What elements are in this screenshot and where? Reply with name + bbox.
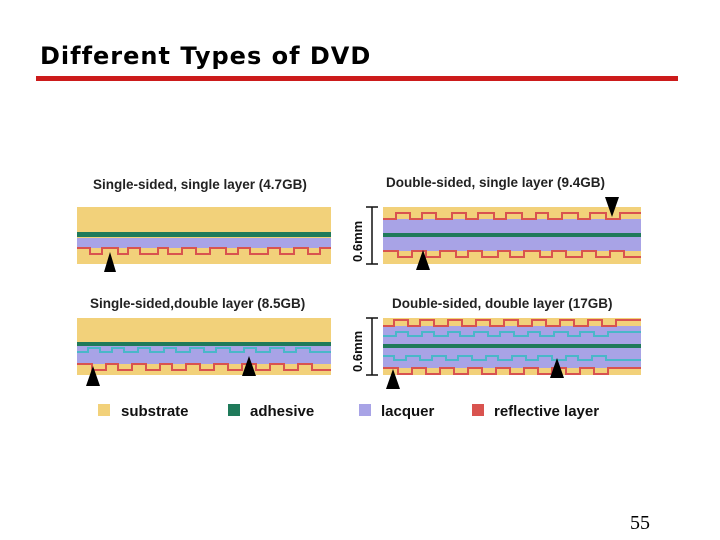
laser-arrow-icon xyxy=(550,358,564,378)
semi-reflective-ss-dl xyxy=(77,347,331,353)
label-ds-dl: Double-sided, double layer (17GB) xyxy=(392,296,613,311)
reflective-ds-sl-bottom xyxy=(383,250,641,258)
legend: substrate adhesive lacquer reflective la… xyxy=(98,403,599,420)
reflective-ds-sl-top xyxy=(383,212,641,220)
disc-ss-sl xyxy=(77,207,331,264)
legend-swatch-lacquer xyxy=(359,404,371,416)
title-underline xyxy=(36,76,678,81)
legend-label-reflective-layer: reflective layer xyxy=(494,403,599,420)
laser-arrow-icon xyxy=(605,197,619,217)
legend-swatch-adhesive xyxy=(228,404,240,416)
legend-label-lacquer: lacquer xyxy=(381,403,435,420)
legend-label-substrate: substrate xyxy=(121,403,189,420)
reflective-ss-dl xyxy=(77,363,331,371)
semi-reflective-ds-dl-top xyxy=(383,331,641,337)
page-number: 55 xyxy=(630,512,650,534)
reflective-ds-dl-top xyxy=(383,319,641,327)
label-ss-sl: Single-sided, single layer (4.7GB) xyxy=(93,177,307,192)
disc-ds-sl xyxy=(383,207,641,264)
label-ds-sl: Double-sided, single layer (9.4GB) xyxy=(386,175,605,190)
thickness-indicator-bottom: 0.6mm xyxy=(350,317,378,376)
laser-arrow-icon xyxy=(242,356,256,376)
adhesive-ds-sl xyxy=(383,233,641,237)
adhesive-ss-dl xyxy=(77,342,331,346)
thickness-indicator-top: 0.6mm xyxy=(350,206,378,265)
adhesive-ds-dl xyxy=(383,344,641,348)
thickness-label-bottom: 0.6mm xyxy=(350,331,365,372)
laser-arrow-icon xyxy=(86,366,100,386)
laser-arrow-icon xyxy=(416,250,430,270)
disc-ds-dl xyxy=(383,318,641,375)
legend-label-adhesive: adhesive xyxy=(250,403,314,420)
lacquer-ss-sl xyxy=(77,238,331,248)
label-ss-dl: Single-sided,double layer (8.5GB) xyxy=(90,296,305,311)
adhesive-ss-sl xyxy=(77,232,331,237)
semi-reflective-ds-dl-bottom xyxy=(383,355,641,361)
laser-arrow-icon xyxy=(104,252,116,272)
reflective-ds-dl-bottom xyxy=(383,367,641,375)
legend-swatch-substrate xyxy=(98,404,110,416)
disc-ss-dl xyxy=(77,318,331,375)
thickness-label-top: 0.6mm xyxy=(350,221,365,262)
reflective-ss-sl xyxy=(77,247,331,255)
legend-swatch-reflective-layer xyxy=(472,404,484,416)
slide-title: Different Types of DVD xyxy=(40,42,372,70)
laser-arrow-icon xyxy=(386,369,400,389)
